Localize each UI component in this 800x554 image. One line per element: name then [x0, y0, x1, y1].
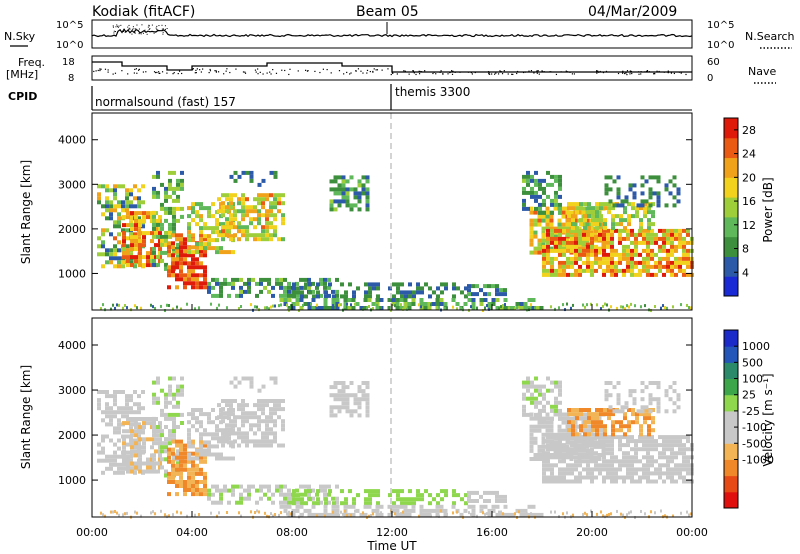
x-tick-label: 20:00 — [576, 526, 608, 539]
colorbar-swatch — [724, 459, 738, 477]
nave-label: Nave — [748, 65, 776, 78]
y-tick-label: 4000 — [58, 134, 86, 147]
y-tick-label: 3000 — [58, 384, 86, 397]
nave-tick-top: 60 — [707, 57, 720, 68]
velocity-colorbar-label: Velocity [m s⁻¹] — [761, 373, 775, 466]
colorbar-tick: 16 — [742, 195, 756, 208]
freq-trace — [92, 61, 692, 76]
colorbar-tick: 12 — [742, 219, 756, 232]
nsky-tick-top: 10^5 — [56, 20, 83, 31]
colorbar-swatch — [724, 378, 738, 396]
nsearch-tick-top: 10^5 — [707, 20, 734, 31]
nsky-trace — [91, 22, 693, 38]
cpid-label: CPID — [8, 90, 37, 103]
colorbar-tick: -25 — [742, 405, 760, 418]
colorbar-tick: 500 — [742, 356, 763, 369]
colorbar-tick: 8 — [742, 243, 749, 256]
cpid-segment-2: themis 3300 — [395, 85, 470, 99]
colorbar-tick: -100 — [742, 421, 767, 434]
y-tick-label: 4000 — [58, 339, 86, 352]
colorbar-swatch — [724, 410, 738, 428]
cpid-panel: CPID normalsound (fast) 157 themis 3300 — [8, 84, 692, 111]
velocity-data — [97, 376, 694, 519]
y-tick-label: 3000 — [58, 178, 86, 191]
freq-tick-top: 18 — [62, 57, 75, 68]
colorbar-swatch — [724, 394, 738, 412]
colorbar-tick: 24 — [742, 148, 756, 161]
y-tick-label: 2000 — [58, 223, 86, 236]
power-colorbar: 28 24 20 16 12 8 4 Power [dB] — [723, 117, 775, 297]
nsearch-label: N.Search — [745, 30, 795, 43]
power-data — [97, 170, 694, 313]
colorbar-tick: 25 — [742, 389, 756, 402]
colorbar-swatch — [724, 137, 738, 159]
colorbar-swatch — [724, 346, 738, 363]
x-axis-label: Time UT — [366, 539, 417, 553]
velocity-ylabel: Slant Range [km] — [19, 365, 33, 469]
colorbar-swatch — [724, 475, 738, 493]
power-ylabel: Slant Range [km] — [19, 160, 33, 264]
colorbar-tick: 28 — [742, 124, 756, 137]
nsky-label: N.Sky — [4, 30, 36, 43]
velocity-colorbar: 1000 500 100 25 -25 -100 -500 -1000 Velocity [m… — [723, 329, 775, 509]
colorbar-swatch — [724, 362, 738, 380]
x-tick-label: 04:00 — [176, 526, 208, 539]
colorbar-swatch — [724, 427, 738, 444]
colorbar-swatch — [724, 177, 738, 198]
y-tick-label: 1000 — [58, 267, 86, 280]
nsky-panel: N.Sky 10^5 10^0 10^5 10^0 N.Search — [4, 19, 795, 51]
date-label: 04/Mar/2009 — [588, 4, 677, 20]
colorbar-swatch — [724, 276, 738, 297]
freq-tick-bottom: 8 — [68, 73, 74, 84]
colorbar-swatch — [724, 197, 738, 218]
y-tick-label: 1000 — [58, 474, 86, 487]
y-tick-label: 2000 — [58, 429, 86, 442]
plot-title: Kodiak (fitACF) — [92, 4, 195, 20]
beam-label: Beam 05 — [356, 4, 419, 20]
nave-tick-bottom: 0 — [707, 73, 713, 84]
freq-panel: Freq. [MHz] 18 8 60 0 Nave — [6, 55, 776, 84]
x-tick-label: 00:00 — [76, 526, 108, 539]
colorbar-tick: -1000 — [742, 453, 774, 466]
colorbar-tick: 4 — [742, 266, 749, 279]
colorbar-swatch — [724, 157, 738, 178]
colorbar-swatch — [724, 491, 738, 509]
x-tick-label: 12:00 — [376, 526, 408, 539]
velocity-panel: 4000 3000 2000 1000 00:00 04:00 08:00 12:00 16:… — [19, 304, 708, 553]
power-panel: 4000 3000 2000 1000 Slant Range [km] — [19, 112, 694, 313]
cpid-segment-1: normalsound (fast) 157 — [95, 95, 236, 109]
freq-unit: [MHz] — [6, 68, 38, 81]
x-tick-label: 00:00 — [676, 526, 708, 539]
x-tick-label: 08:00 — [276, 526, 308, 539]
colorbar-swatch — [724, 330, 738, 347]
colorbar-swatch — [724, 443, 738, 460]
colorbar-swatch — [724, 216, 738, 238]
colorbar-tick: 20 — [742, 171, 756, 184]
nsky-tick-bottom: 10^0 — [56, 40, 83, 51]
colorbar-swatch — [724, 118, 738, 139]
colorbar-tick: -500 — [742, 437, 767, 450]
colorbar-swatch — [724, 256, 738, 277]
x-tick-label: 16:00 — [476, 526, 508, 539]
colorbar-tick: 100 — [742, 373, 763, 386]
freq-label: Freq. — [18, 56, 45, 69]
colorbar-swatch — [724, 236, 738, 257]
colorbar-tick: 1000 — [742, 340, 770, 353]
nsearch-tick-bottom: 10^0 — [707, 40, 734, 51]
power-colorbar-label: Power [dB] — [761, 177, 775, 242]
